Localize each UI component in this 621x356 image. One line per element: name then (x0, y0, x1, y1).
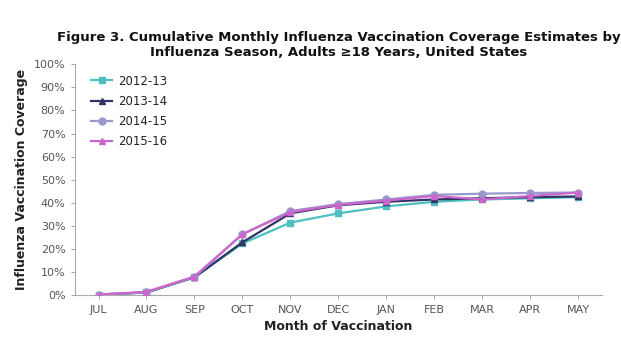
Line: 2012-13: 2012-13 (95, 194, 582, 298)
2014-15 (574, 190, 582, 195)
2013-14 (479, 196, 486, 200)
2015-16 (431, 194, 438, 198)
2012-13 (383, 204, 390, 209)
2015-16 (287, 210, 294, 214)
2014-15 (383, 197, 390, 201)
2015-16 (574, 190, 582, 195)
2012-13 (479, 197, 486, 201)
Line: 2014-15: 2014-15 (95, 189, 582, 298)
X-axis label: Month of Vaccination: Month of Vaccination (265, 320, 412, 333)
Title: Figure 3. Cumulative Monthly Influenza Vaccination Coverage Estimates by
Influen: Figure 3. Cumulative Monthly Influenza V… (57, 31, 620, 59)
2013-14 (527, 195, 534, 199)
2015-16 (191, 274, 198, 279)
2013-14 (143, 290, 150, 295)
2014-15 (95, 292, 102, 297)
2015-16 (95, 292, 102, 297)
2013-14 (238, 240, 246, 244)
2013-14 (335, 203, 342, 207)
Y-axis label: Influenza Vaccination Coverage: Influenza Vaccination Coverage (16, 69, 29, 290)
2012-13 (143, 290, 150, 295)
2012-13 (95, 292, 102, 297)
2014-15 (143, 290, 150, 295)
2014-15 (479, 192, 486, 196)
2015-16 (479, 197, 486, 201)
2012-13 (574, 195, 582, 199)
2012-13 (335, 211, 342, 215)
2015-16 (527, 194, 534, 198)
2013-14 (431, 197, 438, 201)
2014-15 (527, 191, 534, 195)
Legend: 2012-13, 2013-14, 2014-15, 2015-16: 2012-13, 2013-14, 2014-15, 2015-16 (91, 75, 167, 148)
2012-13 (191, 275, 198, 279)
2014-15 (335, 202, 342, 206)
2013-14 (191, 275, 198, 279)
Line: 2015-16: 2015-16 (95, 189, 582, 298)
2012-13 (287, 220, 294, 225)
2014-15 (191, 275, 198, 279)
2012-13 (238, 241, 246, 246)
2014-15 (238, 232, 246, 236)
2014-15 (431, 193, 438, 197)
2015-16 (383, 199, 390, 203)
2013-14 (574, 194, 582, 199)
2013-14 (95, 292, 102, 297)
Line: 2013-14: 2013-14 (95, 193, 582, 298)
2014-15 (287, 209, 294, 213)
2013-14 (383, 200, 390, 204)
2012-13 (527, 196, 534, 200)
2015-16 (335, 203, 342, 207)
2015-16 (238, 232, 246, 236)
2015-16 (143, 290, 150, 294)
2012-13 (431, 200, 438, 204)
2013-14 (287, 211, 294, 215)
